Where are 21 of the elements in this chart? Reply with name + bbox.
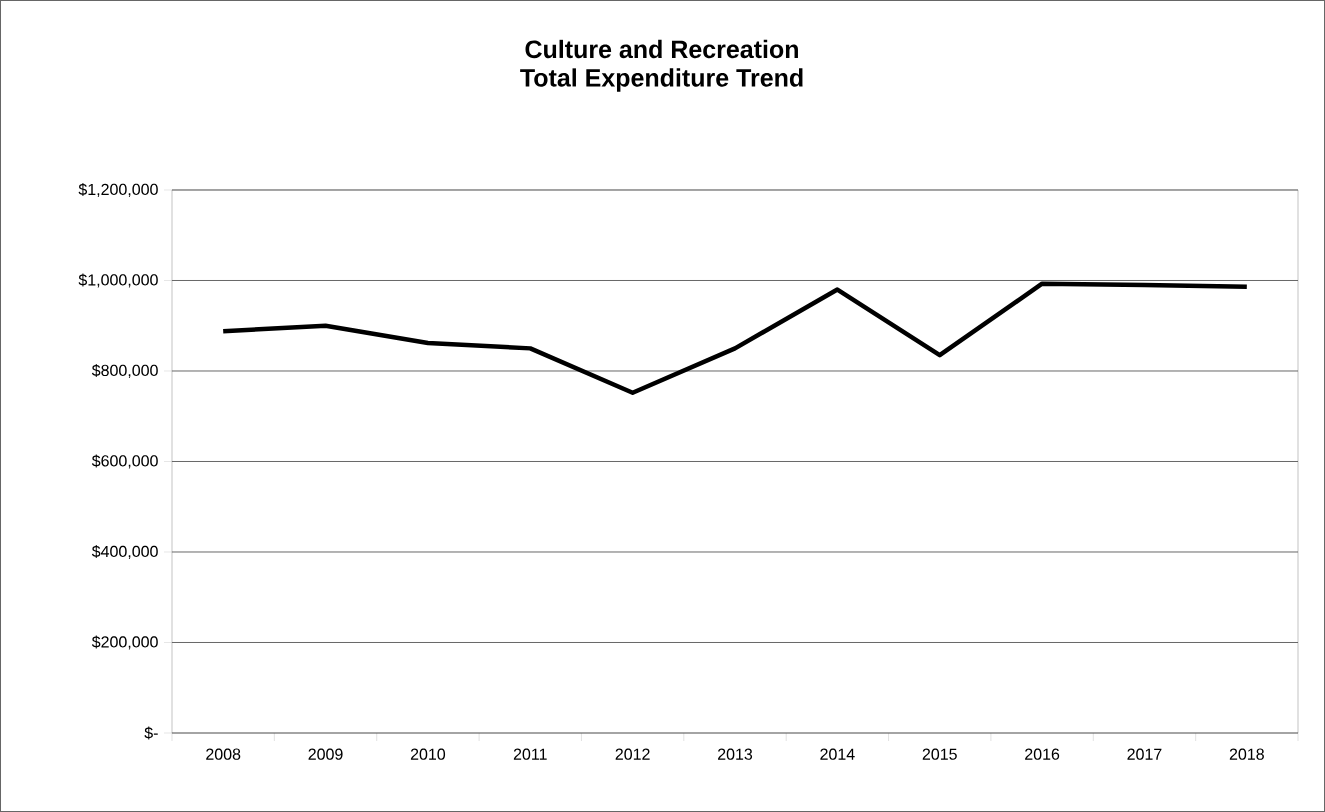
x-tick-label: 2009 (308, 748, 343, 760)
x-tick-label: 2010 (410, 748, 446, 760)
x-tick-label: 2008 (206, 748, 241, 760)
x-tick-label: 2012 (615, 748, 650, 760)
x-tick-label: 2015 (922, 748, 957, 760)
y-tick-label: $1,000,000 (78, 273, 158, 288)
y-tick-label: $1,200,000 (78, 183, 158, 197)
chart-title: Culture and Recreation (525, 39, 798, 59)
x-tick-label: 2013 (718, 748, 753, 760)
x-tick-label: 2016 (1025, 748, 1060, 760)
y-tick-label: $- (144, 726, 158, 740)
line-series (220, 281, 1250, 395)
y-tick-label: $200,000 (91, 635, 158, 650)
y-tick-label: $800,000 (91, 364, 158, 378)
x-tick-label: 2011 (513, 748, 547, 760)
x-tick-label: 2018 (1229, 748, 1264, 760)
y-tick-label: $400,000 (91, 545, 158, 559)
chart-subtitle: Total Expenditure Trend (520, 68, 803, 92)
x-tick-label: 2017 (1127, 748, 1162, 760)
x-tick-label: 2014 (820, 748, 855, 760)
y-tick-label: $600,000 (91, 454, 158, 469)
